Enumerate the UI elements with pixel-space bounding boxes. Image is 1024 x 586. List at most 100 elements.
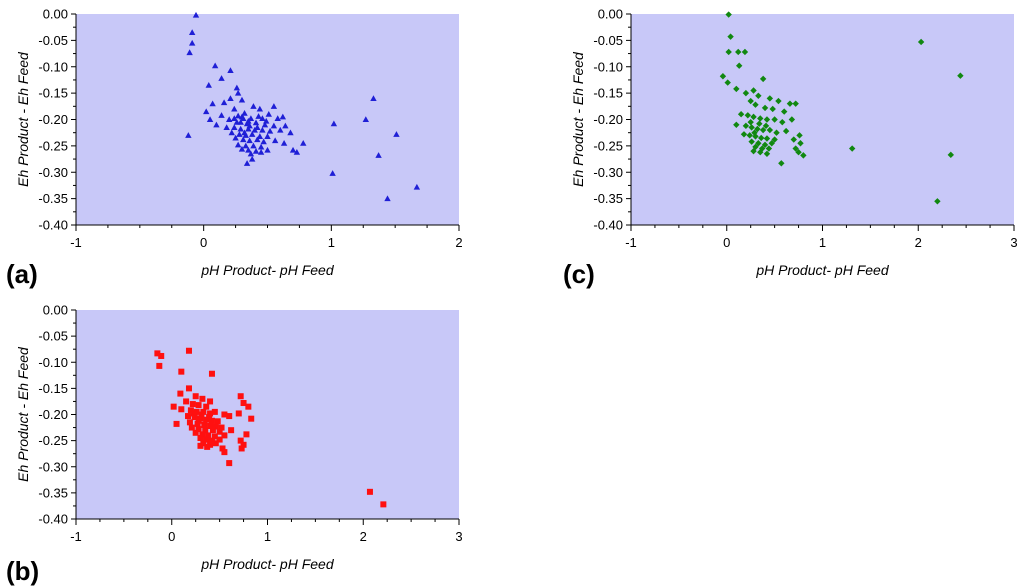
- data-point-b: [237, 437, 244, 444]
- data-point-b: [177, 390, 184, 397]
- x-tick-label-b: 2: [360, 529, 367, 544]
- y-tick-label-b: -0.35: [38, 485, 68, 500]
- data-point-a: [213, 121, 220, 128]
- data-point-b: [158, 352, 165, 359]
- data-point-b: [211, 433, 218, 440]
- data-point-b: [201, 421, 208, 428]
- data-point-a: [206, 116, 214, 123]
- data-point-a: [257, 143, 265, 150]
- y-tick-label-a: -0.30: [38, 165, 68, 180]
- data-point-a: [237, 125, 244, 132]
- data-point-b: [209, 427, 216, 434]
- data-point-a: [250, 103, 257, 109]
- data-point-b: [185, 413, 192, 420]
- data-point-b: [156, 362, 163, 369]
- data-point-c: [748, 138, 755, 145]
- data-point-b: [245, 403, 252, 410]
- data-point-b: [218, 424, 225, 431]
- data-point-c: [788, 116, 796, 123]
- data-point-a: [263, 117, 270, 124]
- data-point-a: [243, 160, 251, 166]
- data-point-c: [741, 48, 749, 56]
- data-point-a: [259, 126, 266, 133]
- data-point-c: [733, 85, 740, 93]
- data-point-b: [243, 431, 250, 438]
- y-tick-label-c: -0.05: [593, 33, 623, 48]
- data-point-c: [848, 145, 856, 152]
- y-tick-label-a: -0.40: [38, 218, 68, 233]
- y-tick-label-c: -0.40: [593, 218, 623, 233]
- data-point-b: [154, 350, 161, 357]
- data-point-c: [782, 127, 790, 135]
- x-tick-label-c: 3: [1010, 235, 1017, 250]
- data-point-a: [266, 127, 274, 134]
- x-tick-label-a: 0: [200, 235, 207, 250]
- data-point-b: [190, 410, 197, 417]
- data-point-b: [221, 411, 228, 418]
- data-point-a: [256, 133, 264, 139]
- y-tick-label-a: -0.10: [38, 59, 68, 74]
- data-point-c: [779, 118, 786, 126]
- data-point-a: [265, 111, 272, 117]
- data-point-c: [744, 112, 752, 119]
- data-point-b: [185, 385, 192, 392]
- data-point-a: [245, 117, 252, 124]
- y-tick-label-a: -0.15: [38, 86, 68, 101]
- data-point-a: [234, 141, 242, 148]
- data-point-a: [242, 142, 249, 149]
- data-point-c: [781, 108, 788, 115]
- data-point-a: [375, 152, 382, 158]
- data-point-a: [248, 155, 256, 162]
- data-point-c: [747, 97, 754, 105]
- data-point-c: [763, 135, 771, 142]
- data-point-c: [775, 97, 782, 105]
- data-point-b: [194, 420, 201, 427]
- data-point-c: [771, 136, 778, 143]
- x-tick-label-c: 1: [819, 235, 826, 250]
- data-point-c: [759, 75, 767, 83]
- data-point-b: [366, 488, 373, 495]
- data-point-a: [252, 147, 260, 154]
- data-point-c: [742, 122, 750, 130]
- data-point-a: [393, 131, 400, 137]
- data-point-b: [183, 398, 190, 405]
- x-tick-label-b: 3: [455, 529, 462, 544]
- data-point-c: [957, 72, 964, 79]
- data-point-a: [270, 103, 278, 109]
- data-point-b: [192, 429, 199, 436]
- data-point-a: [270, 122, 278, 129]
- data-point-b: [199, 431, 206, 438]
- data-point-c: [786, 100, 794, 107]
- data-point-a: [252, 119, 260, 126]
- data-point-b: [195, 426, 202, 433]
- data-point-c: [742, 89, 750, 97]
- data-point-a: [259, 115, 266, 122]
- data-point-a: [330, 120, 338, 127]
- data-point-b: [219, 445, 226, 452]
- data-point-a: [232, 134, 239, 141]
- y-tick-label-b: 0.00: [43, 303, 68, 318]
- data-point-c: [761, 141, 769, 149]
- data-point-b: [186, 419, 193, 426]
- y-tick-label-b: -0.20: [38, 407, 68, 422]
- data-point-b: [206, 414, 213, 421]
- data-point-a: [241, 129, 248, 136]
- data-point-c: [778, 160, 785, 167]
- data-point-a: [234, 89, 242, 96]
- data-point-b: [187, 407, 194, 414]
- y-tick-label-b: -0.10: [38, 355, 68, 370]
- data-point-a: [220, 99, 228, 106]
- data-point-c: [796, 132, 803, 139]
- data-point-a: [231, 124, 238, 130]
- data-point-a: [329, 170, 336, 176]
- x-tick-label-c: 0: [723, 235, 730, 250]
- x-tick-label-c: 2: [915, 235, 922, 250]
- data-point-a: [282, 122, 289, 129]
- data-point-c: [763, 150, 771, 157]
- panel-label-a: (a): [6, 259, 38, 289]
- y-tick-label-b: -0.05: [38, 329, 68, 344]
- data-point-c: [733, 121, 740, 128]
- x-tick-label-a: 1: [328, 235, 335, 250]
- data-point-a: [188, 29, 196, 36]
- data-point-b: [203, 436, 210, 443]
